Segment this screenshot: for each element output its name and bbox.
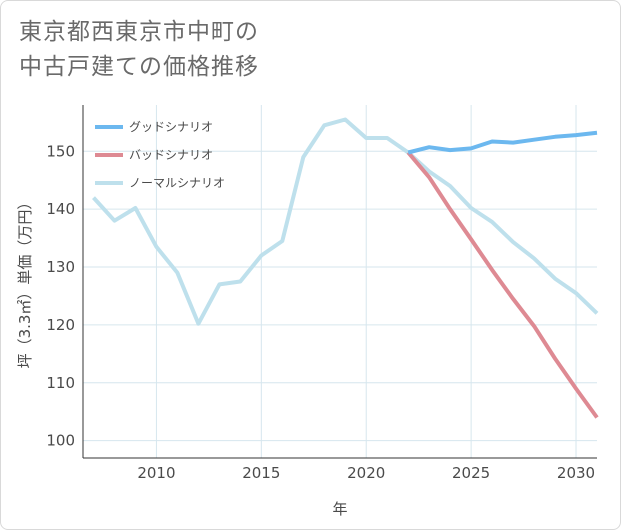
y-tick-label: 140: [46, 200, 75, 218]
legend-label: バッドシナリオ: [129, 148, 213, 162]
x-tick-label: 2015: [242, 464, 280, 482]
y-axis-label: 坪（3.3㎡）単価（万円）: [16, 195, 34, 369]
y-tick-label: 110: [46, 374, 75, 392]
x-tick-label: 2020: [347, 464, 385, 482]
series-lines: [92, 117, 599, 419]
chart-title: 東京都西東京市中町の 中古戸建ての価格推移: [19, 15, 259, 85]
tick-labels: 2010 2015 2020 2025 2030 100 110 120 130 140 150: [46, 142, 595, 482]
x-tick-label: 2010: [137, 464, 175, 482]
x-tick-label: 2025: [452, 464, 490, 482]
legend-label: ノーマルシナリオ: [129, 176, 225, 190]
x-tick-label: 2030: [557, 464, 595, 482]
axes: [82, 105, 597, 459]
chart-title-line-2: 中古戸建ての価格推移: [19, 54, 259, 80]
grid: [83, 105, 597, 458]
x-axis-label: 年: [332, 500, 347, 518]
y-tick-label: 120: [46, 316, 75, 334]
series-line-2: [92, 117, 599, 326]
series-line-1: [406, 151, 599, 419]
series-line-0: [407, 130, 598, 155]
y-tick-label: 130: [46, 258, 75, 276]
y-tick-label: 150: [46, 142, 75, 160]
chart-title-line-1: 東京都西東京市中町の: [19, 19, 259, 45]
y-tick-label: 100: [46, 432, 75, 450]
legend-label: グッドシナリオ: [129, 120, 213, 134]
